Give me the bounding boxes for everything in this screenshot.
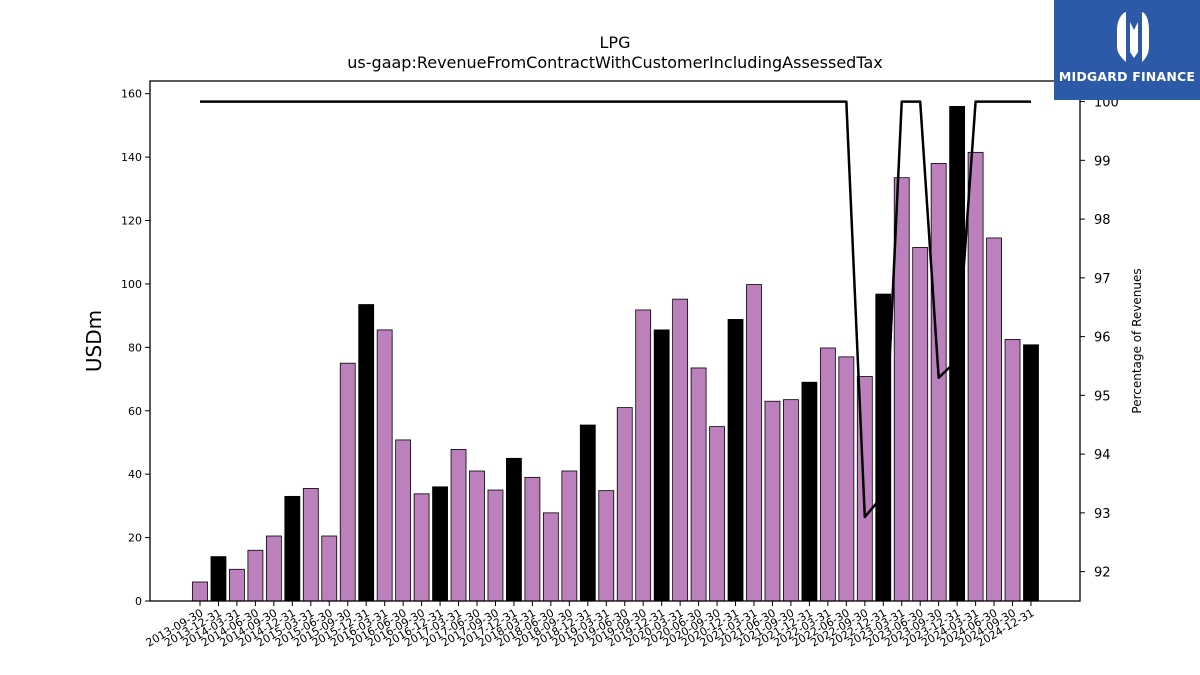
y2-tick-label-97: 97 [1094,272,1111,287]
bar-2018-03-31 [524,476,541,602]
bar-2014-12-31 [284,495,301,602]
midgard-logo-icon [1117,12,1149,62]
bar-2017-09-30 [487,489,504,602]
bar-2016-09-30 [413,493,430,602]
bar-2023-03-31 [893,177,910,602]
bar-2024-09-30 [1004,339,1021,602]
y-tick-label-120: 120 [121,215,142,228]
bar-2015-12-31 [358,304,375,602]
y2-tick-label-92: 92 [1094,566,1111,581]
bar-2024-06-30 [986,237,1002,602]
bar-2016-06-30 [395,439,412,602]
logo-text: MIDGARD FINANCE [1058,69,1196,84]
bar-2014-06-30 [247,549,264,602]
bar-2015-06-30 [321,535,338,602]
y-tick-label-40: 40 [128,468,142,481]
bar-2021-06-30 [764,400,781,602]
bar-2024-12-31 [1023,344,1039,602]
bar-2021-09-30 [783,399,799,602]
bar-2021-12-31 [801,381,818,602]
y-tick-label-80: 80 [128,341,142,354]
y-axis-label: USDm [82,310,106,372]
y2-tick-label-95: 95 [1094,389,1111,404]
bar-2020-03-31 [672,298,689,602]
bar-2020-06-30 [690,367,707,602]
chart-subtitle: us-gaap:RevenueFromContractWithCustomerI… [347,53,882,72]
bar-2014-03-31 [229,568,245,602]
percentage-line-series [199,100,1032,519]
y-tick-label-60: 60 [128,405,142,418]
y-tick-label-0: 0 [135,595,142,608]
bar-2015-03-31 [302,488,319,602]
bar-2021-03-31 [746,284,762,602]
bar-2022-03-31 [819,347,836,602]
bar-2017-12-31 [506,457,522,602]
plot-frame [149,80,1081,602]
y-tick-label-20: 20 [128,532,142,545]
bar-2018-09-30 [561,470,578,602]
bar-2016-03-31 [376,329,393,602]
bar-2023-06-30 [912,247,929,602]
bar-2022-12-31 [875,293,892,602]
bar-2013-12-31 [210,556,227,602]
bar-2014-09-30 [265,535,282,602]
bar-2020-12-31 [727,319,744,602]
bar-2019-12-31 [653,329,670,602]
axes: 0204060801001201401609293949596979899100… [121,80,1119,650]
bar-2017-03-31 [450,449,467,602]
y-tick-label-160: 160 [121,88,142,101]
chart-title: LPG [600,33,631,52]
bar-2018-12-31 [579,424,596,602]
y2-tick-label-98: 98 [1094,213,1111,228]
bar-2016-12-31 [432,486,448,602]
bar-2019-03-31 [598,490,615,602]
bar-2022-06-30 [838,356,855,602]
line-percentage-of-revenues [200,100,1031,519]
y-tick-label-100: 100 [121,278,142,291]
bar-2019-06-30 [616,407,633,602]
y2-tick-label-99: 99 [1094,154,1111,169]
y-tick-label-140: 140 [121,151,142,164]
bar-2020-09-30 [709,426,725,602]
bar-2024-03-31 [967,151,984,602]
bar-2019-09-30 [635,309,652,602]
midgard-finance-logo: MIDGARD FINANCE [1054,0,1200,100]
bar-2018-06-30 [542,512,559,602]
y2-tick-label-93: 93 [1094,507,1111,522]
bar-2015-09-30 [339,362,356,602]
y2-tick-label-96: 96 [1094,331,1111,346]
bar-2013-09-30 [192,581,208,602]
bar-2017-06-30 [469,470,485,602]
bar-2023-09-30 [930,163,947,602]
y2-axis-label: Percentage of Revenues [1130,268,1144,413]
y2-tick-label-94: 94 [1094,448,1111,463]
bar-series [192,105,1039,602]
